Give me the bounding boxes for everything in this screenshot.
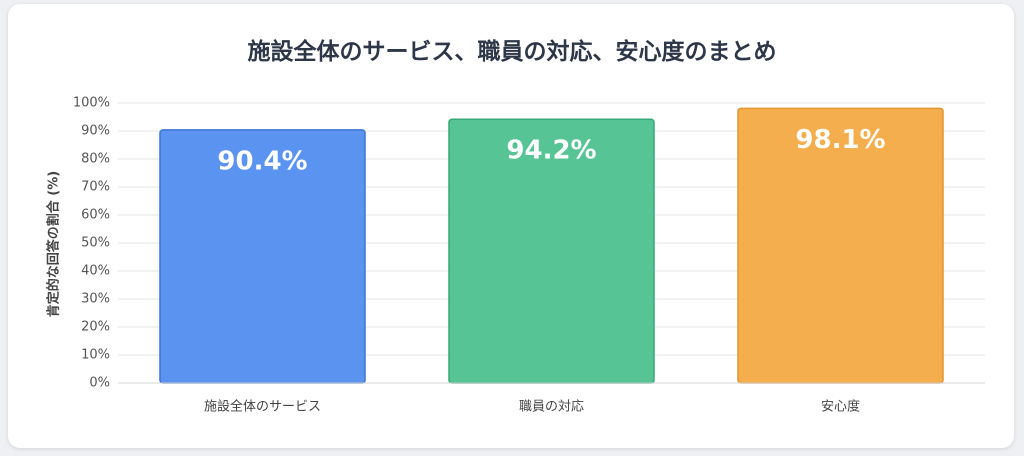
y-tick-label: 20% — [81, 320, 110, 335]
y-tick-label: 40% — [81, 264, 110, 279]
bar-value-label: 90.4% — [217, 146, 307, 176]
bar-value-label: 94.2% — [506, 136, 596, 166]
y-axis-ticks: 0% 10% 20% 30% 40% 50% 60% 70% 80% 90% 100% — [73, 96, 110, 391]
y-tick-label: 70% — [81, 180, 110, 195]
y-tick-label: 30% — [81, 292, 110, 307]
x-axis-categories: 施設全体のサービス 職員の対応 安心度 — [204, 399, 860, 415]
y-tick-label: 90% — [81, 124, 110, 139]
bars — [159, 107, 944, 384]
bar-value-label: 98.1% — [795, 125, 885, 155]
y-tick-label: 100% — [73, 96, 110, 111]
y-tick-label: 10% — [81, 348, 110, 363]
y-tick-label: 50% — [81, 236, 110, 251]
y-tick-label: 60% — [81, 208, 110, 223]
y-axis-title: 肯定的な回答の割合 (%) — [46, 171, 62, 317]
chart-title: 施設全体のサービス、職員の対応、安心度のまとめ — [247, 39, 777, 65]
x-category-label: 職員の対応 — [519, 400, 584, 415]
x-category-label: 安心度 — [821, 399, 860, 415]
data-labels: 90.4% 94.2% 98.1% — [217, 125, 885, 177]
x-category-label: 施設全体のサービス — [204, 399, 321, 415]
y-tick-label: 80% — [81, 152, 110, 167]
y-tick-label: 0% — [89, 376, 110, 391]
